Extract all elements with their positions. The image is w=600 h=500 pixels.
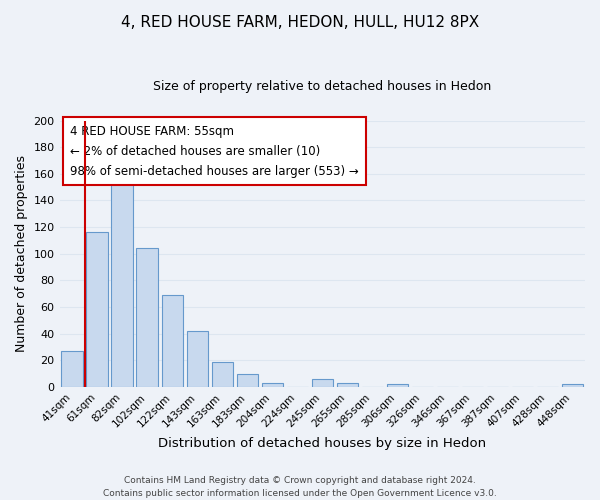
Bar [161, 295, 183, 387]
Title: Size of property relative to detached houses in Hedon: Size of property relative to detached ho… [153, 80, 491, 93]
Y-axis label: Number of detached properties: Number of detached properties [15, 156, 28, 352]
Text: Contains HM Land Registry data © Crown copyright and database right 2024.
Contai: Contains HM Land Registry data © Crown c… [103, 476, 497, 498]
Bar [187, 331, 208, 387]
Bar [236, 374, 258, 387]
Bar [136, 248, 158, 387]
Text: 4 RED HOUSE FARM: 55sqm
← 2% of detached houses are smaller (10)
98% of semi-det: 4 RED HOUSE FARM: 55sqm ← 2% of detached… [70, 124, 359, 178]
Bar [212, 362, 233, 387]
Bar [112, 168, 133, 387]
Bar [337, 383, 358, 387]
Bar [86, 232, 108, 387]
Bar [311, 379, 333, 387]
Text: 4, RED HOUSE FARM, HEDON, HULL, HU12 8PX: 4, RED HOUSE FARM, HEDON, HULL, HU12 8PX [121, 15, 479, 30]
Bar [61, 351, 83, 387]
Bar [562, 384, 583, 387]
X-axis label: Distribution of detached houses by size in Hedon: Distribution of detached houses by size … [158, 437, 487, 450]
Bar [262, 383, 283, 387]
Bar [387, 384, 408, 387]
